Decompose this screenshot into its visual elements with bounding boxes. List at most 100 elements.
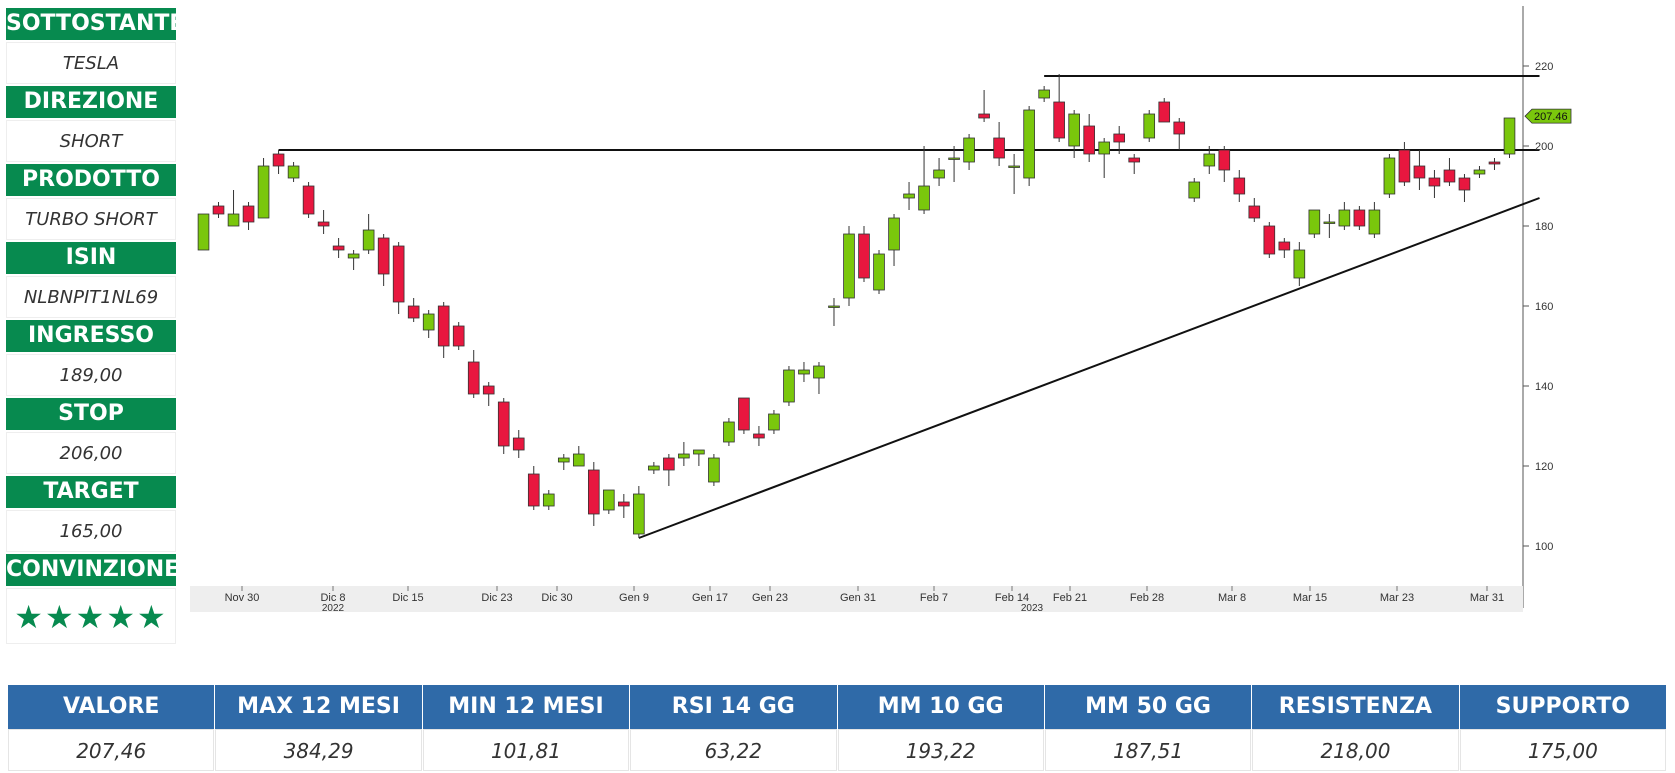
candle — [858, 226, 870, 282]
candle — [1503, 117, 1516, 158]
candle-body — [918, 185, 930, 211]
candle — [978, 90, 990, 122]
candle — [542, 490, 555, 510]
candle-body — [1323, 221, 1336, 224]
candle — [527, 466, 540, 510]
candle — [933, 158, 945, 186]
candle-body — [1398, 149, 1411, 183]
candle-body — [783, 369, 795, 403]
candle — [738, 397, 750, 434]
candle-body — [1443, 169, 1456, 183]
y-tick-label: 100 — [1535, 541, 1553, 553]
candle-body — [753, 433, 765, 439]
candle-body — [843, 233, 855, 299]
candle — [1143, 110, 1156, 142]
candle — [648, 462, 660, 474]
stats-value: 207,46 — [8, 729, 215, 771]
year-label: 2023 — [1021, 603, 1044, 614]
candle — [1293, 242, 1306, 286]
candle-body — [1038, 89, 1050, 99]
candle — [1263, 222, 1276, 258]
candle — [618, 494, 630, 518]
candle — [1128, 154, 1141, 174]
candle-body — [482, 385, 495, 395]
candle — [1428, 170, 1441, 198]
candle — [1458, 174, 1471, 202]
candle — [783, 366, 795, 406]
stats-value: 101,81 — [422, 729, 630, 771]
candle-body — [648, 465, 660, 471]
candle-body — [723, 421, 735, 443]
stats-value: 63,22 — [630, 729, 837, 771]
candle-body — [1218, 149, 1231, 171]
x-tick-label: Gen 9 — [619, 592, 649, 604]
candle — [587, 462, 600, 526]
candle-body — [858, 233, 870, 279]
candle-body — [1173, 121, 1186, 135]
candle-body — [362, 229, 375, 251]
support-trend-line — [638, 197, 1540, 539]
target-value: 165,00 — [6, 510, 176, 552]
x-tick-label: Nov 30 — [225, 592, 260, 604]
candle — [512, 430, 525, 458]
candle-body — [1293, 249, 1306, 279]
x-tick-label: Mar 31 — [1470, 592, 1504, 604]
last-price-label: 207.46 — [1534, 111, 1568, 123]
candle-body — [227, 213, 240, 227]
candle — [1248, 198, 1261, 222]
candle-body — [1188, 181, 1201, 199]
candle-body — [557, 457, 570, 463]
candle-body — [633, 493, 645, 535]
candle-body — [1458, 177, 1471, 191]
candle — [918, 146, 930, 214]
candle-body — [437, 305, 450, 347]
candle — [888, 214, 900, 266]
candle-body — [1158, 101, 1171, 123]
y-tick-label: 160 — [1535, 301, 1553, 313]
candle — [392, 242, 405, 314]
candle — [212, 202, 225, 218]
stats-header: RSI 14 GG — [630, 685, 837, 729]
candle — [828, 298, 840, 326]
candle — [903, 182, 915, 210]
stats-value: 218,00 — [1252, 729, 1459, 771]
candle — [663, 454, 675, 486]
candle-body — [542, 493, 555, 507]
candle-body — [302, 185, 315, 215]
candle — [422, 310, 435, 338]
candle — [467, 350, 480, 398]
y-axis: 100 120 140 160 180 200 220 207.46 — [1523, 61, 1572, 553]
candle — [497, 398, 510, 454]
candle-body — [1023, 109, 1035, 179]
candle — [1398, 142, 1411, 186]
plot-area — [190, 6, 1523, 612]
underlying-value: TESLA — [6, 42, 176, 84]
entry-value: 189,00 — [6, 354, 176, 396]
stats-value: 193,22 — [837, 729, 1044, 771]
candle — [963, 134, 975, 170]
candle-body — [903, 193, 915, 199]
candle-body — [1503, 117, 1516, 155]
candle — [287, 162, 300, 182]
x-tick-label: Feb 7 — [920, 592, 948, 604]
candle-body — [1488, 161, 1501, 165]
candle-body — [467, 361, 480, 395]
y-tick-label: 140 — [1535, 381, 1553, 393]
candle — [873, 250, 885, 294]
stop-label: STOP — [6, 398, 176, 430]
x-tick-label: Gen 31 — [840, 592, 876, 604]
candle — [1188, 178, 1201, 202]
candle-body — [497, 401, 510, 447]
entry-label: INGRESSO — [6, 320, 176, 352]
candle — [572, 446, 585, 467]
candle-body — [407, 305, 420, 319]
candle — [197, 213, 210, 251]
candle-body — [768, 413, 780, 431]
product-label: PRODOTTO — [6, 164, 176, 196]
candle-body — [1368, 209, 1381, 235]
info-panel: SOTTOSTANTE TESLA DIREZIONE SHORT PRODOT… — [6, 8, 184, 646]
candle-body — [1473, 169, 1486, 175]
candle-body — [512, 437, 525, 451]
candle-body — [242, 205, 255, 223]
candle-body — [347, 253, 360, 259]
